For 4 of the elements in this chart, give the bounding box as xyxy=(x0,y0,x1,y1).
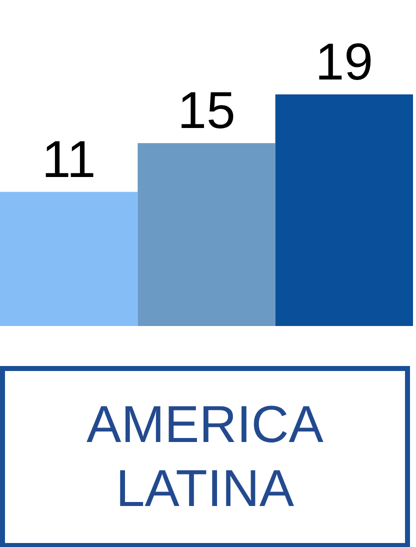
x-axis-title: AMERICA LATINA xyxy=(0,366,410,547)
data-label: 15 xyxy=(178,82,236,140)
data-label: 11 xyxy=(42,130,96,189)
data-label: 19 xyxy=(315,33,374,92)
